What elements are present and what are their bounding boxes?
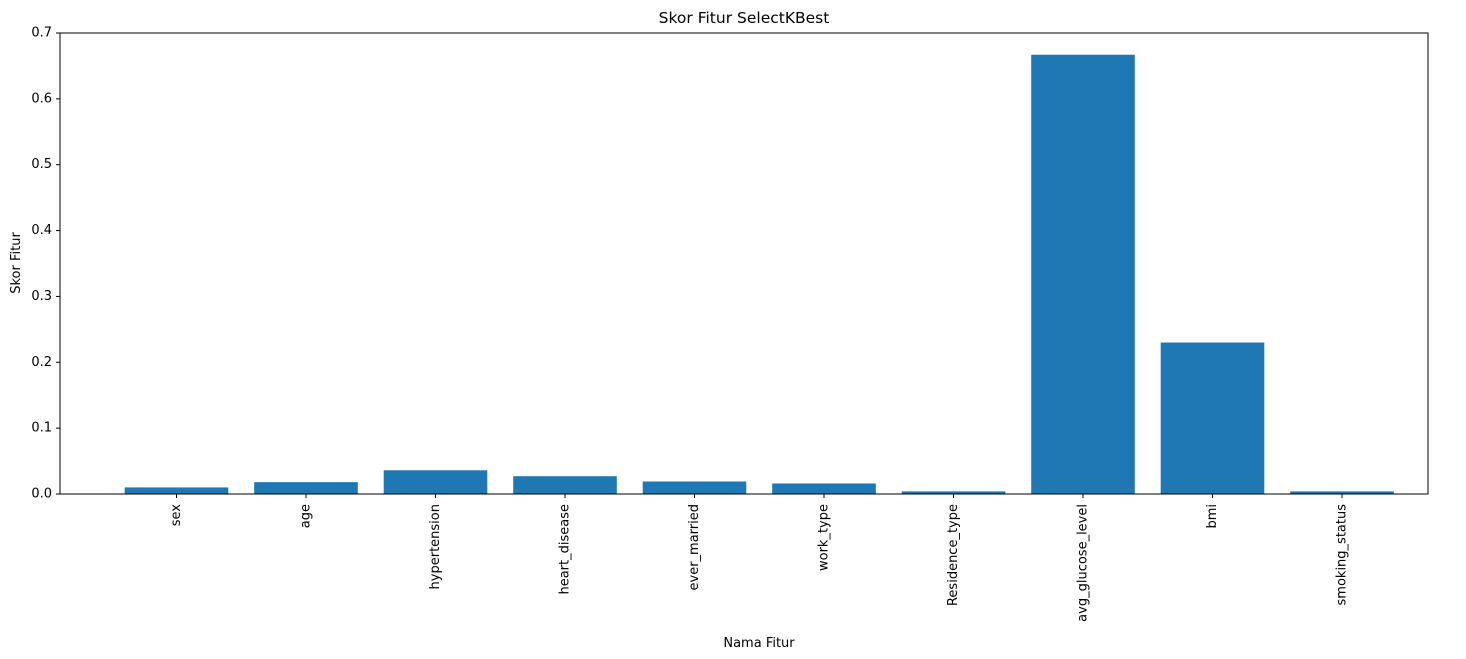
bars-layer (124, 54, 1394, 494)
bar-Residence_type (901, 491, 1006, 494)
x-tick-label: work_type (817, 504, 832, 571)
y-tick-label: 0.0 (31, 487, 52, 502)
y-tick-label: 0.2 (31, 355, 52, 370)
bar-ever_married (642, 481, 747, 494)
bar-age (254, 482, 358, 494)
x-tick-label: age (299, 504, 314, 528)
x-tick-label: ever_married (687, 504, 702, 591)
y-tick-label: 0.7 (31, 26, 52, 41)
x-axis-title: Nama Fitur (723, 636, 795, 651)
bar-bmi (1160, 342, 1265, 494)
bar-work_type (772, 483, 876, 494)
bar-heart_disease (513, 476, 617, 494)
x-tick-label: smoking_status (1335, 504, 1350, 606)
y-tick-label: 0.1 (31, 421, 52, 436)
y-tick-label: 0.5 (31, 157, 52, 172)
chart-title: Skor Fitur SelectKBest (659, 9, 830, 27)
y-tick-label: 0.6 (31, 91, 52, 106)
bar-smoking_status (1290, 491, 1394, 494)
x-tick-label: bmi (1205, 504, 1220, 529)
y-axis: 0.0 0.1 0.2 0.3 0.4 0.5 0.6 0.7 (31, 26, 60, 502)
x-tick-label: heart_disease (558, 504, 573, 595)
y-tick-label: 0.3 (31, 289, 52, 304)
x-tick-label: hypertension (428, 504, 443, 589)
bar-avg_glucose_level (1031, 54, 1135, 494)
x-tick-label: sex (169, 504, 184, 527)
x-tick-label: avg_glucose_level (1076, 504, 1091, 622)
bar-hypertension (383, 470, 488, 494)
y-axis-title: Skor Fitur (9, 232, 24, 294)
x-axis: sex age hypertension heart_disease ever_marr… (169, 494, 1350, 622)
x-tick-label: Residence_type (946, 504, 961, 606)
plot-frame (59, 32, 1429, 495)
y-tick-label: 0.4 (31, 223, 52, 238)
bar-sex (124, 487, 229, 494)
